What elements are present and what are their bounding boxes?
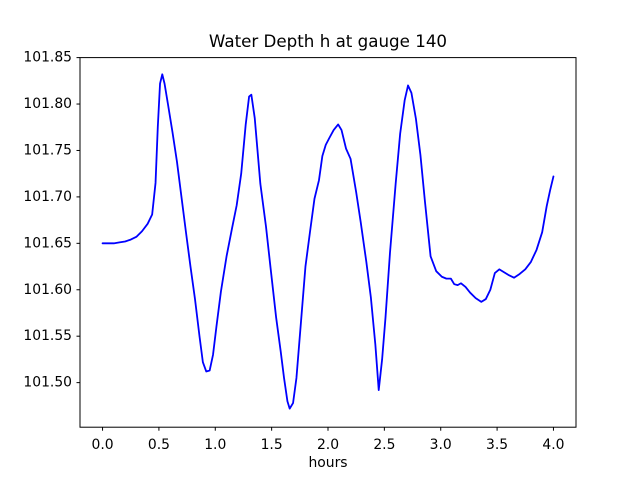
x-tick-label: 3.5 (486, 437, 508, 453)
water-depth-line (101, 73, 555, 410)
y-tick-label: 101.60 (23, 282, 72, 298)
x-tick-label: 3.0 (430, 437, 452, 453)
plot-frame (79, 57, 577, 428)
chart-title: Water Depth h at gauge 140 (209, 31, 447, 51)
x-tick-label: 2.0 (317, 437, 339, 453)
y-tick-label: 101.55 (23, 328, 72, 344)
y-tick-label: 101.70 (23, 189, 72, 205)
x-axis-ticks: 0.0 0.5 1.0 1.5 2.0 2.5 3.0 3.5 4.0 (91, 427, 565, 453)
y-tick-label: 101.85 (23, 50, 72, 66)
y-tick-label: 101.75 (23, 142, 72, 158)
x-tick-label: 2.5 (373, 437, 395, 453)
x-tick-label: 1.0 (204, 437, 226, 453)
x-tick-label: 0.0 (91, 437, 113, 453)
y-tick-label: 101.50 (23, 375, 72, 391)
x-axis-label: hours (308, 455, 347, 471)
y-tick-label: 101.65 (23, 235, 72, 251)
x-tick-label: 1.5 (261, 437, 283, 453)
y-tick-label: 101.80 (23, 96, 72, 112)
y-axis-ticks: 101.50 101.55 101.60 101.65 101.70 101.75 101.… (23, 50, 80, 391)
x-tick-label: 4.0 (542, 437, 564, 453)
x-tick-label: 0.5 (148, 437, 170, 453)
